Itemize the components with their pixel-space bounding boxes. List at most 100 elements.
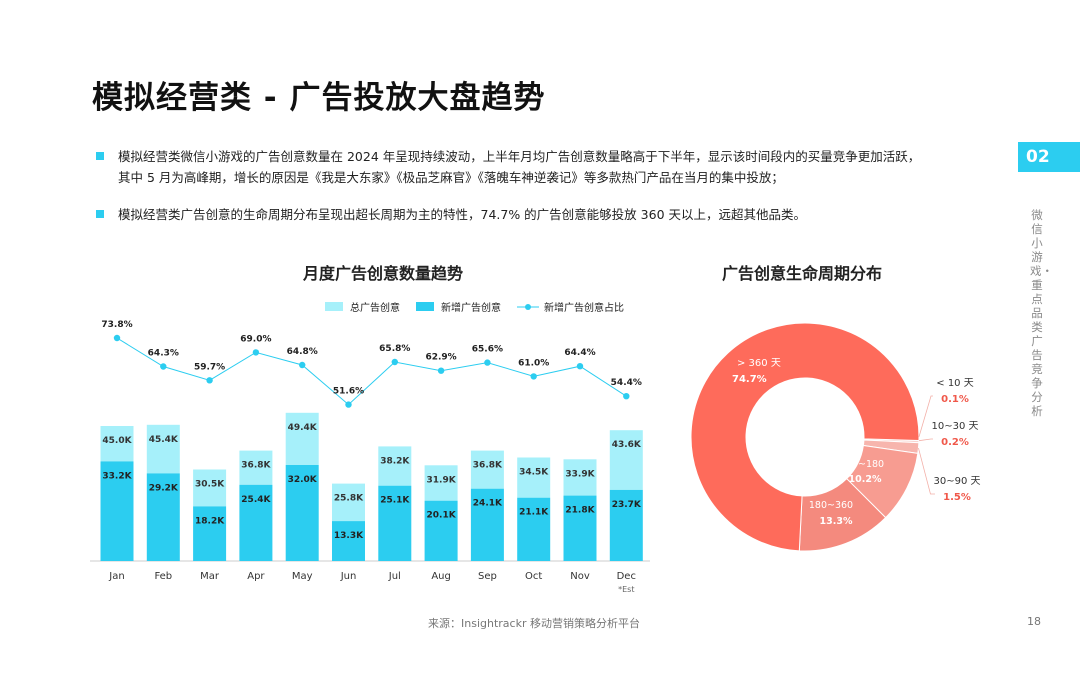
ratio-label: 64.8% <box>287 347 318 357</box>
x-tick-label: Jul <box>388 571 401 582</box>
bar-new-label: 33.2K <box>102 471 132 481</box>
bullet-marker <box>96 210 104 218</box>
x-tick-label: Aug <box>431 571 451 582</box>
leader-line <box>918 438 933 442</box>
bar-new-label: 18.2K <box>195 516 225 526</box>
ratio-label: 64.4% <box>564 348 595 358</box>
bar-total <box>563 459 597 496</box>
bar-new-label: 32.0K <box>288 475 318 485</box>
bar-total <box>332 483 365 522</box>
bar-total <box>285 412 319 465</box>
slice-label-value: 74.7% <box>732 374 767 385</box>
bar-new <box>193 506 227 561</box>
x-tick-label: Feb <box>154 571 172 582</box>
bar-new-label: 24.1K <box>473 499 503 509</box>
donut-chart: > 360 天 74.7% 90~180 10.2% 180~360 13.3% < 10 … <box>690 322 981 552</box>
bullet-1-line-1: 模拟经营类微信小游戏的广告创意数量在 2024 年呈现持续波动，上半年月均广告创… <box>118 149 921 164</box>
ratio-label: 64.3% <box>148 349 179 359</box>
bar-total-label: 49.4K <box>288 423 318 433</box>
slice-label-name: 180~360 <box>809 500 853 511</box>
bar-new-label: 20.1K <box>427 511 457 521</box>
ratio-point <box>530 373 537 380</box>
ratio-label: 54.4% <box>611 378 642 388</box>
bar-new <box>563 495 597 561</box>
ratio-point <box>160 363 167 370</box>
bar-total <box>424 465 458 501</box>
bar-total <box>470 450 504 489</box>
bar-new <box>470 488 504 561</box>
x-tick-label: Mar <box>200 571 220 582</box>
ratio-point <box>252 349 260 356</box>
bar-total <box>239 450 273 485</box>
bar-total-label: 45.0K <box>102 436 132 446</box>
ratio-point <box>576 363 584 370</box>
bullet-2-text: 模拟经营类广告创意的生命周期分布呈现出超长周期为主的特性，74.7% 的广告创意… <box>118 207 806 222</box>
ratio-point <box>437 367 445 374</box>
bar-new-label: 25.4K <box>241 495 271 505</box>
slice-label-name: 90~180 <box>846 459 884 470</box>
ratio-label: 62.9% <box>425 353 456 363</box>
x-tick-label: Apr <box>247 571 265 582</box>
slice-label-name: < 10 天 <box>936 378 973 389</box>
ratio-label: 61.0% <box>518 358 549 368</box>
bar-total-label: 30.5K <box>195 480 225 490</box>
bar-new-label: 23.7K <box>612 500 642 510</box>
legend-ratio-label: 新增广告创意占比 <box>544 303 624 314</box>
page-number: 18 <box>1027 615 1041 628</box>
bar-new <box>424 500 458 561</box>
bullet-1-line-2: 其中 5 月为高峰期，增长的原因是《我是大东家》《极品芝麻官》《落魄车神逆袭记》… <box>118 170 784 185</box>
ratio-point <box>391 358 398 366</box>
bar-total-label: 36.8K <box>473 461 503 471</box>
bar-chart-legend: 总广告创意 新增广告创意 新增广告创意占比 <box>325 299 640 314</box>
ratio-label: 59.7% <box>194 362 225 372</box>
bullet-2: 模拟经营类广告创意的生命周期分布呈现出超长周期为主的特性，74.7% 的广告创意… <box>96 204 806 225</box>
bar-new-label: 21.1K <box>519 508 549 518</box>
ratio-point <box>206 377 213 384</box>
ratio-label: 69.0% <box>240 334 271 344</box>
x-tick-label: Sep <box>478 571 497 582</box>
bar-total <box>609 430 643 490</box>
bar-new <box>285 465 319 561</box>
bar-new-label: 29.2K <box>149 483 179 493</box>
x-tick-label: Nov <box>570 571 590 582</box>
bar-total-label: 36.8K <box>241 461 271 471</box>
side-section-label: 微信小游戏・重点品类广告竞争分析 <box>1030 208 1053 418</box>
legend-total-label: 总广告创意 <box>350 303 400 314</box>
bar-total-label: 43.6K <box>612 440 642 450</box>
source-note: 来源：Insightrackr 移动营销策略分析平台 <box>428 617 640 630</box>
x-tick-label: Jun <box>340 571 357 582</box>
section-tag: 02 <box>1018 142 1080 172</box>
ratio-point <box>113 334 121 342</box>
bar-chart-title: 月度广告创意数量趋势 <box>303 264 464 283</box>
legend-new-label: 新增广告创意 <box>441 303 501 314</box>
bullet-marker <box>96 152 104 160</box>
ratio-label: 73.8% <box>101 320 132 330</box>
bar-new <box>517 497 551 561</box>
bar-total <box>378 446 412 486</box>
bar-new <box>100 461 134 561</box>
estimate-note: *Est <box>618 585 634 594</box>
slice-label-name: > 360 天 <box>737 358 781 369</box>
bar-new-label: 21.8K <box>565 506 595 516</box>
bar-new <box>609 489 643 561</box>
slice-label-value: 13.3% <box>820 516 853 527</box>
bar-chart: 45.0K 33.2K Jan 45.4K 29.2K Feb 30.5K 18.2K Mar 3… <box>90 320 650 594</box>
slice-label-value: 10.2% <box>849 474 882 485</box>
page-title: 模拟经营类 - 广告投放大盘趋势 <box>92 80 546 116</box>
legend-new-swatch <box>416 302 434 311</box>
pie-chart-title: 广告创意生命周期分布 <box>722 264 883 283</box>
slice-label-name: 30~90 天 <box>933 476 980 487</box>
bar-total <box>100 426 134 462</box>
bullet-1: 模拟经营类微信小游戏的广告创意数量在 2024 年呈现持续波动，上半年月均广告创… <box>96 146 920 188</box>
ratio-label: 65.6% <box>472 345 503 355</box>
x-tick-label: Dec <box>617 571 636 582</box>
x-tick-label: Jan <box>108 571 124 582</box>
bar-total <box>517 457 551 498</box>
bar-total-label: 34.5K <box>519 468 549 478</box>
legend-ratio-line-icon <box>517 303 539 310</box>
slice-label-value: 1.5% <box>943 492 971 503</box>
bar-total-label: 45.4K <box>149 435 179 445</box>
ratio-label: 65.8% <box>379 344 410 354</box>
leader-line <box>918 395 933 437</box>
bar-total-label: 33.9K <box>565 469 595 479</box>
